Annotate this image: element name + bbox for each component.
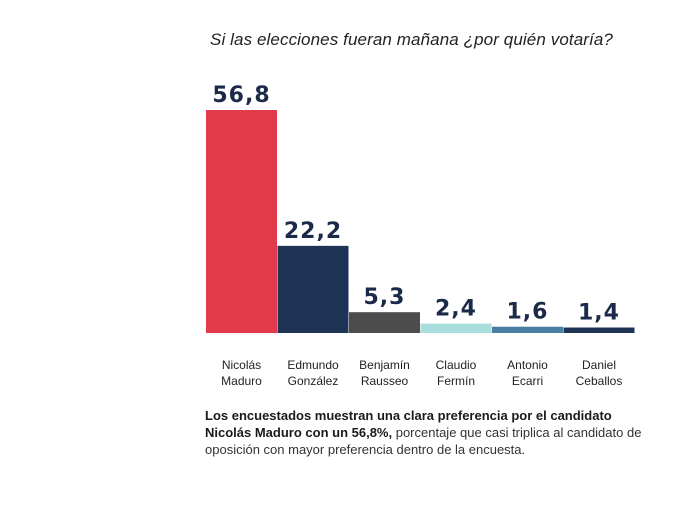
category-label-1-line-1: González — [288, 374, 339, 388]
category-label-0-line-0: Nicolás — [222, 358, 261, 372]
bar-0 — [206, 110, 277, 333]
category-label-4-line-1: Ecarri — [512, 374, 543, 388]
bar-2 — [349, 312, 420, 333]
category-label-0-line-1: Maduro — [221, 374, 262, 388]
bar-value-label-2: 5,3 — [364, 285, 406, 310]
category-label-5-line-0: Daniel — [582, 358, 616, 372]
category-label-3-line-1: Fermín — [437, 374, 475, 388]
bar-value-label-4: 1,6 — [507, 300, 549, 325]
bar-5 — [563, 327, 635, 333]
category-label-2-line-0: Benjamín — [359, 358, 410, 372]
category-label-1-line-0: Edmundo — [287, 358, 339, 372]
bar-4 — [492, 326, 563, 333]
bar-value-label-0: 56,8 — [212, 83, 270, 108]
bar-1 — [277, 245, 349, 333]
bar-value-label-3: 2,4 — [435, 297, 477, 322]
category-label-4-line-0: Antonio — [507, 358, 548, 372]
bar-value-label-5: 1,4 — [578, 301, 620, 326]
bar-3 — [420, 323, 492, 333]
category-label-3-line-0: Claudio — [436, 358, 477, 372]
category-label-5-line-1: Ceballos — [576, 374, 623, 388]
category-label-2-line-1: Rausseo — [361, 374, 409, 388]
note-regular-text: porcentaje que casi triplica al candidat… — [205, 425, 642, 457]
chart-title: Si las elecciones fueran mañana ¿por qui… — [210, 30, 613, 49]
note-bold-text: Los encuestados muestran una clara prefe… — [205, 408, 612, 440]
bar-value-label-1: 22,2 — [284, 219, 342, 244]
chart-note: Los encuestados muestran una clara prefe… — [205, 407, 645, 458]
